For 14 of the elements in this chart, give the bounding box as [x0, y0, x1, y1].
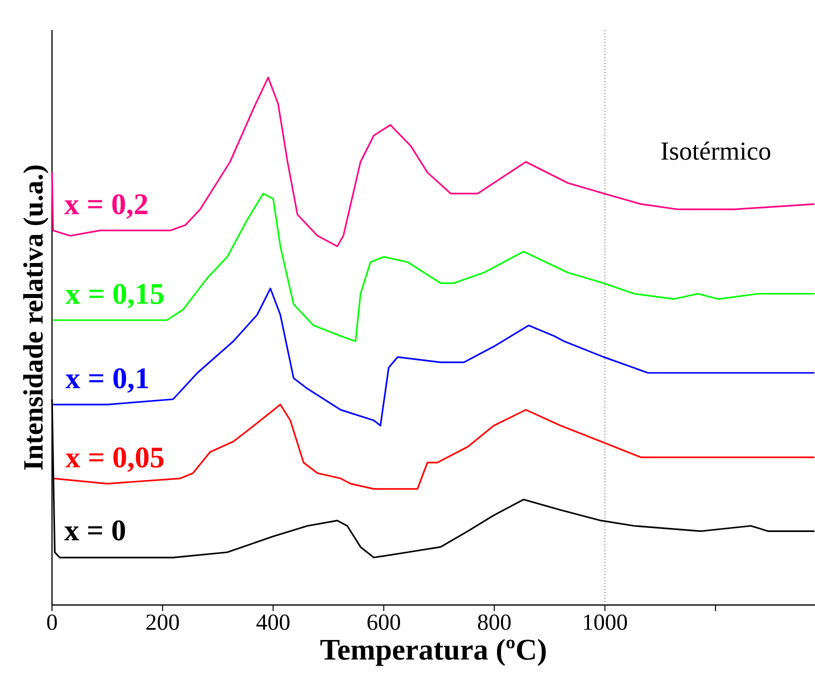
y-axis-title: Intensidade relativa (u.a.) — [23, 166, 48, 470]
x-tick-label: 400 — [256, 614, 290, 630]
series-label: x = 0,1 — [65, 368, 148, 393]
x-tick-label: 1000 — [584, 614, 627, 630]
x-tick-label: 200 — [146, 614, 179, 630]
series-label: x = 0,05 — [65, 447, 164, 472]
annotation: Isotérmico — [661, 142, 770, 160]
series-label: x = 0,15 — [65, 284, 164, 308]
x-tick-label: 800 — [478, 614, 511, 630]
series-label: x = 0,2 — [64, 194, 148, 219]
x-tick-label: 0 — [47, 614, 57, 630]
x-axis-title: Temperatura (ºC) — [320, 638, 546, 666]
x-tick-label: 600 — [368, 614, 400, 630]
series-label: x = 0 — [64, 520, 125, 540]
